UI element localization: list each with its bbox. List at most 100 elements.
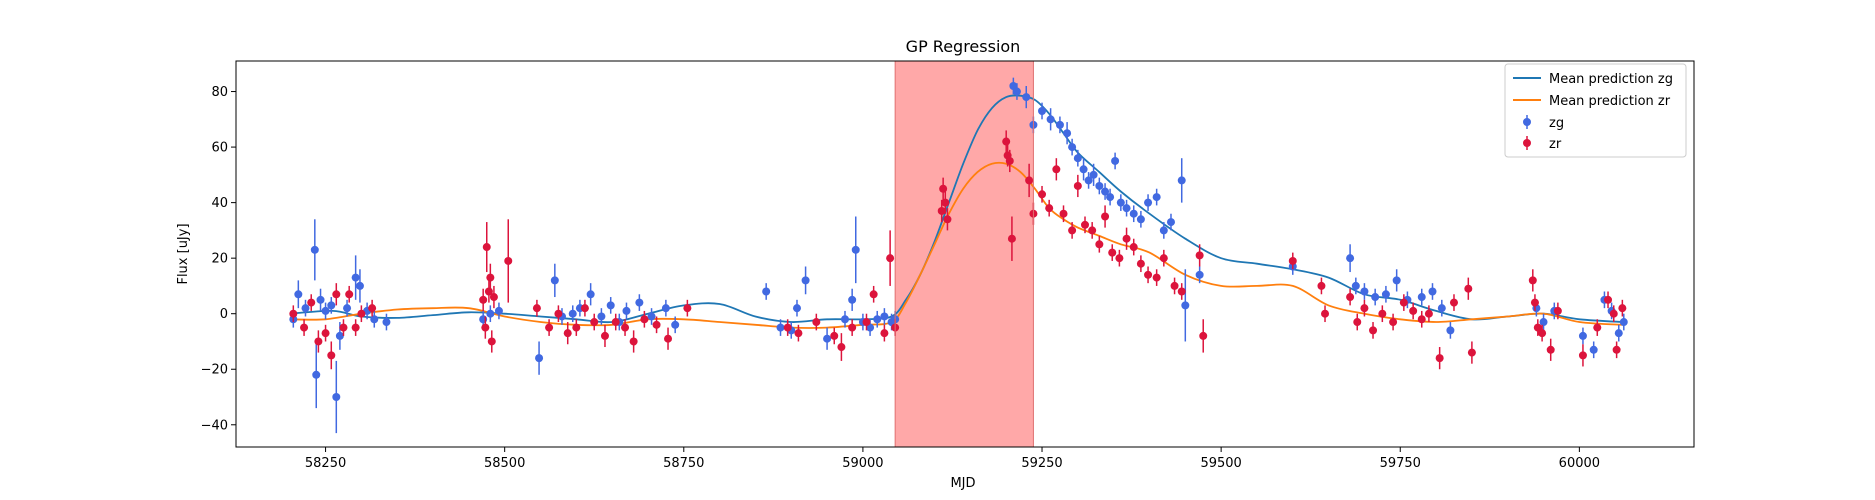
data-point — [1424, 309, 1433, 318]
data-point — [1144, 198, 1153, 207]
data-point — [1052, 165, 1061, 174]
data-point — [783, 323, 792, 332]
data-point — [554, 309, 563, 318]
data-point — [1059, 209, 1068, 218]
legend-label-zg: zg — [1549, 116, 1564, 131]
data-point — [1152, 273, 1161, 282]
data-point — [1129, 209, 1138, 218]
data-point — [1378, 309, 1387, 318]
data-point — [812, 318, 821, 327]
legend-swatch-zg-marker — [1523, 118, 1531, 126]
data-point — [1007, 234, 1016, 243]
series-points-zg — [289, 77, 1628, 434]
data-point — [1170, 281, 1179, 290]
legend: Mean prediction zg Mean prediction zr zg… — [1504, 63, 1687, 158]
data-point — [801, 276, 810, 285]
data-point — [1618, 304, 1627, 313]
data-point — [1063, 129, 1072, 138]
shaded-region — [895, 61, 1034, 447]
legend-label-zg-line: Mean prediction zg — [1549, 72, 1673, 87]
data-point — [873, 315, 882, 324]
data-point — [1389, 318, 1398, 327]
data-point — [939, 184, 948, 193]
data-point — [1038, 190, 1047, 199]
x-tick-label: 59500 — [1200, 456, 1241, 471]
data-point — [310, 245, 319, 254]
data-point — [316, 295, 325, 304]
data-point — [301, 304, 310, 313]
y-tick-label: −40 — [201, 418, 228, 433]
data-point — [652, 320, 661, 329]
data-point — [1181, 301, 1190, 310]
data-point — [382, 318, 391, 327]
data-point — [590, 318, 599, 327]
series-line-zr — [289, 161, 1623, 329]
data-point — [487, 337, 496, 346]
data-point — [368, 304, 377, 313]
data-point — [1012, 87, 1021, 96]
y-tick-label: 60 — [211, 141, 228, 156]
y-axis-ticks: −40 −20 0 20 40 60 80 — [201, 85, 236, 433]
chart-title: GP Regression — [906, 37, 1021, 56]
data-point — [1609, 309, 1618, 318]
data-point — [563, 329, 572, 338]
legend-box — [1504, 63, 1687, 158]
x-tick-label: 58750 — [663, 456, 704, 471]
data-point — [332, 290, 341, 299]
data-point — [572, 323, 581, 332]
x-tick-label: 59000 — [842, 456, 883, 471]
data-point — [1055, 120, 1064, 129]
data-point — [683, 304, 692, 313]
data-point — [1539, 318, 1548, 327]
data-point — [776, 323, 785, 332]
data-point — [1045, 204, 1054, 213]
data-point — [339, 323, 348, 332]
data-point — [1177, 176, 1186, 185]
data-point — [1159, 254, 1168, 263]
data-point — [840, 315, 849, 324]
x-axis-label: MJD — [950, 476, 975, 491]
data-point — [1025, 176, 1034, 185]
data-point — [1022, 93, 1031, 102]
data-point — [1604, 295, 1613, 304]
data-point — [1578, 331, 1587, 340]
y-tick-label: 0 — [220, 307, 228, 322]
data-point — [370, 315, 379, 324]
data-point — [321, 329, 330, 338]
legend-label-zr: zr — [1549, 137, 1562, 152]
data-point — [606, 301, 615, 310]
data-point — [327, 301, 336, 310]
y-axis-label: Flux [uJy] — [176, 223, 191, 284]
data-point — [1409, 306, 1418, 315]
data-point — [1360, 304, 1369, 313]
data-point — [1612, 345, 1621, 354]
data-point — [535, 354, 544, 363]
mean-prediction-line — [289, 94, 1623, 324]
data-point — [664, 334, 673, 343]
data-point — [1116, 198, 1125, 207]
data-point — [1417, 293, 1426, 302]
legend-label-zr-line: Mean prediction zr — [1549, 94, 1671, 109]
data-point — [314, 337, 323, 346]
data-point — [647, 312, 656, 321]
data-point — [1553, 306, 1562, 315]
data-point — [1546, 345, 1555, 354]
data-point — [1106, 193, 1115, 202]
data-point — [1360, 287, 1369, 296]
data-point — [332, 393, 341, 402]
data-point — [1530, 298, 1539, 307]
data-point — [1122, 204, 1131, 213]
data-point — [1533, 323, 1542, 332]
data-point — [312, 370, 321, 379]
data-point — [307, 298, 316, 307]
x-axis-ticks: 58250 58500 58750 59000 59250 59500 59750 60000 — [305, 447, 1600, 471]
data-point — [1136, 215, 1145, 224]
data-point — [794, 329, 803, 338]
data-point — [1381, 290, 1390, 299]
data-point — [1614, 329, 1623, 338]
data-point — [629, 337, 638, 346]
y-tick-label: 40 — [211, 196, 228, 211]
data-point — [327, 351, 336, 360]
data-point — [1002, 137, 1011, 146]
